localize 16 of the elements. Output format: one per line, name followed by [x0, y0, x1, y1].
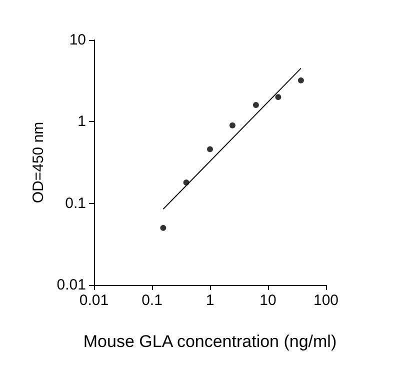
point: [298, 77, 304, 84]
y-tick-label: 0.01: [56, 276, 86, 294]
point: [160, 224, 166, 231]
x-axis-title: Mouse GLA concentration (ng/ml): [83, 332, 337, 351]
y-tick-label: 1: [78, 113, 86, 130]
point: [207, 146, 213, 152]
y-tick-label: 0.1: [65, 194, 86, 212]
x-tick-label: 100: [313, 292, 339, 309]
x-tick-label: 1: [206, 292, 214, 309]
point: [229, 122, 236, 128]
x-tick-label: 10: [260, 292, 276, 309]
point: [252, 102, 259, 108]
y-tick-label: 10: [69, 32, 86, 48]
x-tick-label: 0.1: [142, 292, 162, 309]
y-axis-title: OD=450 nm: [30, 122, 47, 204]
point: [275, 94, 282, 100]
